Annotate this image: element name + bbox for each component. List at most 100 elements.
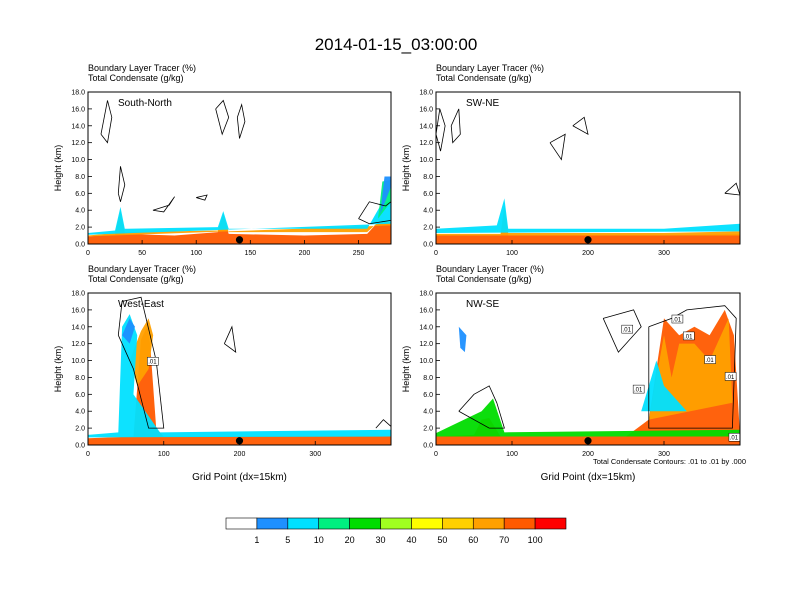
y-tick-label: 18.0 [419,291,433,298]
colorbar-label: 50 [437,535,447,545]
x-tick-label: 150 [244,250,256,257]
panel-header-tracer: Boundary Layer Tracer (%) [436,63,544,73]
panel-field: .01 .01 .01 .01 .01 .01 .01 [436,305,740,445]
x-tick-label: 0 [86,250,90,257]
y-tick-label: 12.0 [419,140,433,147]
x-tick-label: 200 [582,250,594,257]
x-tick-label: 300 [309,451,321,458]
tracer-fill [88,200,391,235]
panel-header-tracer: Boundary Layer Tracer (%) [436,264,544,274]
x-tick-label: 100 [158,451,170,458]
tracer-fill [436,198,740,234]
colorbar-swatch [411,517,443,530]
contour-label-box [621,324,634,334]
condensate-contour [100,100,113,144]
x-tick-label: 100 [506,451,518,458]
y-tick-label: 2.0 [75,426,85,433]
colorbar-swatch [380,517,412,530]
y-tick-label: 4.0 [423,208,433,215]
panel-frame [435,91,741,245]
tracer-fill [641,360,687,412]
colorbar-swatch [442,517,474,530]
colorbar-label: 60 [468,535,478,545]
location-marker [235,236,244,244]
y-axis-label: Height (km) [53,346,63,393]
panel-field: .01 [88,296,391,445]
tracer-fill [129,318,154,386]
panels: Boundary Layer Tracer (%)Total Condensat… [53,63,741,483]
panel-label: NW-SE [466,299,499,310]
colorbar-label: 5 [285,535,290,545]
colorbar-swatch [503,517,536,530]
x-tick-label: 0 [434,451,438,458]
x-tick-label: 200 [582,451,594,458]
tracer-fill [436,205,740,236]
condensate-contour [549,133,566,161]
x-tick-label: 300 [658,451,670,458]
panel-1: Boundary Layer Tracer (%)Total Condensat… [53,63,392,257]
y-tick-label: 0.0 [75,242,85,249]
condensate-contour [458,385,505,429]
colorbar-swatch [472,517,505,530]
y-tick-label: 16.0 [419,106,433,113]
location-marker [584,437,592,445]
y-tick-label: 8.0 [75,174,85,181]
y-tick-label: 2.0 [423,426,433,433]
y-tick-label: 4.0 [423,409,433,416]
y-tick-label: 10.0 [419,358,433,365]
contour-label: .01 [673,318,682,324]
figure-title: 2014-01-15_03:00:00 [315,35,478,54]
tracer-fill [88,326,391,445]
y-tick-label: 0.0 [423,242,433,249]
location-marker [235,437,244,445]
y-tick-label: 8.0 [75,375,85,382]
colorbar-label: 70 [499,535,509,545]
colorbar-swatch [287,517,320,530]
panel-2: Boundary Layer Tracer (%)Total Condensat… [401,63,741,257]
y-tick-label: 12.0 [419,341,433,348]
y-tick-label: 0.0 [75,443,85,450]
condensate-contour [236,103,246,139]
condensate-contour [117,296,165,429]
x-tick-label: 100 [190,250,202,257]
condensate-contour [215,99,230,136]
x-tick-label: 50 [138,250,146,257]
y-tick-label: 10.0 [71,157,85,164]
y-tick-label: 14.0 [419,324,433,331]
y-axis-label: Height (km) [53,145,63,192]
condensate-contour [152,196,175,213]
x-tick-label: 200 [299,250,311,257]
contour-label-box [671,314,684,324]
y-tick-label: 6.0 [423,392,433,399]
condensate-contour [572,116,589,136]
panel-header-tracer: Boundary Layer Tracer (%) [88,264,196,274]
colorbar-swatch [349,517,381,530]
contour-note: Total Condensate Contours: .01 to .01 by… [593,457,746,466]
contour-label: .01 [705,358,714,364]
panel-label: West-East [118,299,164,310]
x-axis-label: Grid Point (dx=15km) [541,472,636,483]
contour-label-box [704,355,716,364]
x-tick-label: 0 [86,451,90,458]
panel-3: Boundary Layer Tracer (%)Total Condensat… [53,264,392,483]
contour-label: .01 [684,334,693,340]
colorbar-swatch [318,517,350,530]
y-tick-label: 4.0 [75,409,85,416]
y-tick-label: 10.0 [71,358,85,365]
y-tick-label: 16.0 [71,106,85,113]
condensate-contour [358,201,391,225]
y-tick-label: 12.0 [71,341,85,348]
y-tick-label: 18.0 [419,90,433,97]
y-tick-label: 0.0 [423,443,433,450]
contour-label-box [683,331,695,341]
y-tick-label: 2.0 [75,225,85,232]
panel-header-tracer: Boundary Layer Tracer (%) [88,63,196,73]
contour-label: .01 [726,375,735,381]
tracer-fill [88,314,391,438]
contour-label-box [632,384,645,394]
condensate-contour [196,194,208,201]
colorbar-label: 100 [528,535,543,545]
y-tick-label: 12.0 [71,140,85,147]
y-tick-label: 6.0 [423,191,433,198]
contour-label: .01 [634,388,643,394]
